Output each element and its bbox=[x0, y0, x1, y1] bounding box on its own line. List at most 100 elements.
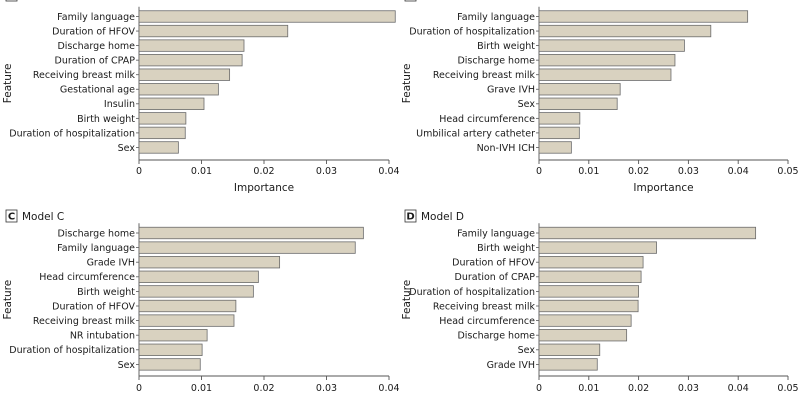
bar bbox=[538, 24, 712, 38]
x-axis-label: Importance bbox=[234, 182, 294, 194]
x-tick-label: 0.03 bbox=[316, 383, 337, 394]
x-tick-label: 0.05 bbox=[777, 383, 798, 394]
category-label: Receiving breast milk bbox=[433, 70, 536, 81]
x-tick-label: 0.05 bbox=[777, 166, 798, 177]
x-tick-label: 0.04 bbox=[378, 166, 399, 177]
bar bbox=[538, 39, 685, 52]
panel-b: B Model B 0 0.01 0.02 0.03 0.04 0.05 Family lang… bbox=[401, 0, 799, 194]
panel-letter-box bbox=[5, 0, 18, 2]
bar bbox=[538, 241, 657, 254]
bar bbox=[138, 241, 356, 254]
y-axis-label: Feature bbox=[401, 280, 413, 320]
category-label: Head circumference bbox=[39, 272, 135, 283]
category-label: Birth weight bbox=[77, 114, 135, 125]
bar bbox=[138, 256, 281, 269]
bar bbox=[538, 10, 749, 23]
bar bbox=[138, 112, 187, 125]
bar bbox=[138, 329, 208, 342]
bar bbox=[538, 112, 581, 125]
x-tick-label: 0 bbox=[136, 166, 142, 177]
x-tick-label: 0.04 bbox=[728, 166, 749, 177]
bar bbox=[538, 299, 639, 313]
category-label: Head circumference bbox=[439, 316, 535, 327]
category-label: Sex bbox=[118, 360, 136, 371]
panel-title: Model B bbox=[421, 0, 463, 2]
category-label: Birth weight bbox=[77, 287, 135, 298]
bar bbox=[138, 10, 396, 23]
category-label: Birth weight bbox=[477, 41, 535, 52]
panel-letter-box bbox=[5, 209, 18, 223]
bar bbox=[138, 314, 235, 327]
bar bbox=[538, 68, 672, 81]
x-tick-label: 0.02 bbox=[253, 383, 274, 394]
panel-title: Model A bbox=[22, 0, 65, 2]
x-tick-label: 0.02 bbox=[628, 166, 649, 177]
x-tick-label: 0 bbox=[136, 383, 142, 394]
x-tick-label: 0.01 bbox=[578, 166, 599, 177]
x-tick-label: 0 bbox=[536, 383, 542, 394]
category-label: Receiving breast milk bbox=[433, 301, 536, 312]
category-label: Insulin bbox=[104, 99, 135, 110]
category-label: Sex bbox=[518, 99, 536, 110]
category-label: NR intubation bbox=[70, 331, 135, 342]
x-axis-label: Importance bbox=[633, 182, 693, 194]
bar bbox=[138, 83, 219, 96]
bar bbox=[538, 83, 621, 96]
bar bbox=[138, 39, 245, 52]
x-tick-label: 0.03 bbox=[678, 166, 699, 177]
panel-letter: C bbox=[8, 212, 15, 223]
category-label: Non-IVH ICH bbox=[477, 143, 535, 154]
category-label: Grade IVH bbox=[87, 258, 135, 269]
category-label: Discharge home bbox=[57, 41, 135, 52]
category-label: Discharge home bbox=[457, 331, 535, 342]
category-label: Family language bbox=[457, 12, 535, 23]
panel-letter: B bbox=[407, 0, 415, 2]
category-label: Duration of CPAP bbox=[55, 56, 136, 67]
x-tick-label: 0.03 bbox=[678, 383, 699, 394]
x-tick-label: 0.02 bbox=[253, 166, 274, 177]
bar bbox=[138, 54, 243, 67]
bar bbox=[538, 358, 598, 371]
x-tick-label: 0 bbox=[536, 166, 542, 177]
bar bbox=[138, 358, 201, 371]
category-label: Grave IVH bbox=[487, 85, 535, 96]
category-label: Duration of HFOV bbox=[52, 26, 135, 37]
category-label: Grade IVH bbox=[487, 360, 535, 371]
category-label: Sex bbox=[518, 345, 536, 356]
bar bbox=[138, 270, 259, 283]
bar bbox=[538, 314, 632, 327]
bar bbox=[538, 126, 580, 140]
panel-c: C Model C 0 0.01 0.02 0.03 0.04 Discharge home F… bbox=[2, 209, 400, 394]
bar bbox=[538, 97, 618, 110]
x-tick-label: 0.04 bbox=[378, 383, 399, 394]
panel-letter-box bbox=[404, 0, 417, 2]
x-tick-label: 0.01 bbox=[191, 383, 212, 394]
panel-letter: A bbox=[8, 0, 16, 2]
bar bbox=[138, 226, 364, 240]
panel-title: Model C bbox=[22, 211, 64, 223]
x-tick-label: 0.04 bbox=[728, 383, 749, 394]
x-tick-label: 0.03 bbox=[316, 166, 337, 177]
category-label: Duration of hospitalization bbox=[409, 287, 535, 298]
category-label: Duration of hospitalization bbox=[9, 345, 135, 356]
bar bbox=[138, 285, 254, 298]
category-label: Head circumference bbox=[439, 114, 535, 125]
bar bbox=[538, 270, 642, 283]
category-label: Discharge home bbox=[57, 228, 135, 239]
bar bbox=[138, 97, 205, 110]
category-label: Discharge home bbox=[457, 56, 535, 67]
bar bbox=[538, 54, 676, 67]
panel-a: A Model A 0 0.01 0.02 0.03 0.04 Family language… bbox=[2, 0, 400, 194]
x-tick-label: 0.01 bbox=[578, 383, 599, 394]
bar bbox=[138, 126, 186, 140]
category-label: Duration of HFOV bbox=[52, 301, 135, 312]
category-label: Gestational age bbox=[60, 85, 135, 96]
category-label: Family language bbox=[457, 228, 535, 239]
category-label: Umbilical artery catheter bbox=[416, 128, 535, 139]
category-label: Sex bbox=[118, 143, 136, 154]
y-axis-label: Feature bbox=[2, 64, 14, 104]
category-label: Duration of HFOV bbox=[452, 258, 535, 269]
bar bbox=[138, 299, 237, 313]
bar bbox=[538, 285, 639, 298]
